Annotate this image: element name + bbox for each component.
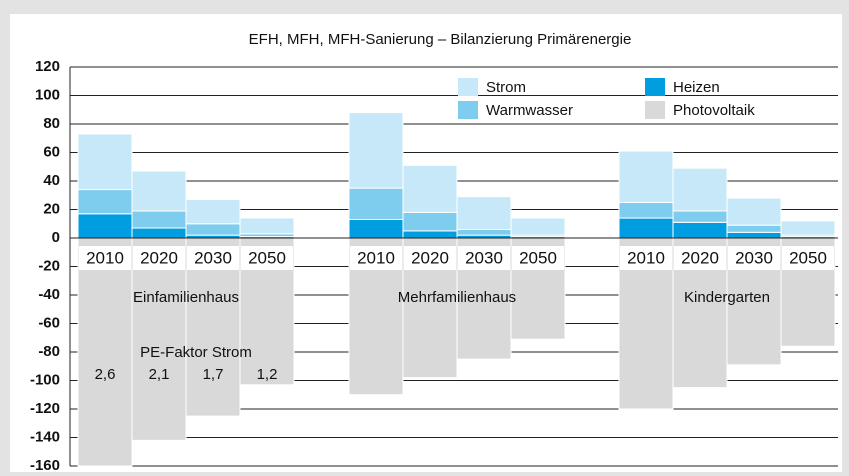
y-tick-label: 20 xyxy=(43,200,60,217)
x-label-bg xyxy=(674,246,726,270)
x-tick-label: 2050 xyxy=(789,248,827,267)
bar-segment xyxy=(456,196,512,230)
x-label-bg xyxy=(620,246,672,270)
bar-segment xyxy=(348,112,404,189)
bar-segment xyxy=(77,213,133,239)
bar-segment xyxy=(618,201,674,219)
x-label-bg xyxy=(133,246,185,270)
group-label: Einfamilienhaus xyxy=(133,289,239,306)
annotation: 1,2 xyxy=(257,366,278,383)
y-tick-label: -20 xyxy=(38,257,60,274)
bar-segment xyxy=(185,223,241,236)
y-tick-label: -40 xyxy=(38,286,60,303)
bar-segment xyxy=(510,217,566,236)
bar-segment xyxy=(672,167,728,212)
y-tick-label: -160 xyxy=(30,457,60,474)
x-tick-label: 2030 xyxy=(465,248,503,267)
x-label-bg xyxy=(404,246,456,270)
bar-segment xyxy=(131,227,187,239)
bar-segment xyxy=(77,237,133,467)
legend-swatch xyxy=(458,101,478,119)
bar-segment xyxy=(348,218,404,239)
x-label-bg xyxy=(241,246,293,270)
annotation: 2,1 xyxy=(149,366,170,383)
x-label-bg xyxy=(79,246,131,270)
x-tick-label: 2010 xyxy=(357,248,395,267)
y-tick-label: 60 xyxy=(43,143,60,160)
bar-segment xyxy=(780,220,836,236)
y-tick-label: 40 xyxy=(43,172,60,189)
bar-segment xyxy=(672,221,728,239)
x-tick-label: 2030 xyxy=(194,248,232,267)
legend-label: Warmwasser xyxy=(486,102,573,119)
bar-segment xyxy=(185,199,241,225)
group-label: Kindergarten xyxy=(684,289,770,306)
legend-label: Heizen xyxy=(673,79,720,96)
bar-segment xyxy=(618,217,674,239)
x-label-bg xyxy=(512,246,564,270)
legend-label: Photovoltaik xyxy=(673,102,755,119)
legend-swatch xyxy=(645,101,665,119)
x-label-bg xyxy=(187,246,239,270)
bar-segment xyxy=(131,210,187,229)
chart-title: EFH, MFH, MFH-Sanierung – Bilanzierung P… xyxy=(249,31,632,48)
x-tick-label: 2020 xyxy=(411,248,449,267)
x-label-bg xyxy=(458,246,510,270)
bar-segment xyxy=(348,187,404,220)
y-tick-label: -100 xyxy=(30,371,60,388)
legend-swatch xyxy=(645,78,665,96)
y-tick-label: 0 xyxy=(52,229,60,246)
annotation: 2,6 xyxy=(95,366,116,383)
x-tick-label: 2010 xyxy=(627,248,665,267)
bar-segment xyxy=(131,170,187,212)
x-tick-label: 2010 xyxy=(86,248,124,267)
x-tick-label: 2030 xyxy=(735,248,773,267)
y-tick-label: -140 xyxy=(30,428,60,445)
bar-segment xyxy=(239,217,295,235)
bar-segment xyxy=(726,224,782,233)
x-tick-label: 2050 xyxy=(519,248,557,267)
x-tick-label: 2020 xyxy=(681,248,719,267)
x-label-bg xyxy=(350,246,402,270)
bar-segment xyxy=(672,210,728,223)
x-label-bg xyxy=(782,246,834,270)
bar-segment xyxy=(402,164,458,213)
bar-segment xyxy=(402,211,458,232)
x-label-bg xyxy=(728,246,780,270)
x-tick-label: 2020 xyxy=(140,248,178,267)
bar-segment xyxy=(726,231,782,239)
bar-segment xyxy=(402,230,458,239)
group-label: Mehrfamilienhaus xyxy=(398,289,516,306)
y-tick-label: -60 xyxy=(38,314,60,331)
bar-segment xyxy=(77,133,133,191)
bar-segment xyxy=(726,197,782,226)
annotation: PE-Faktor Strom xyxy=(140,344,252,361)
x-tick-label: 2050 xyxy=(248,248,286,267)
annotation: 1,7 xyxy=(203,366,224,383)
bar-segment xyxy=(456,228,512,236)
y-tick-label: -120 xyxy=(30,400,60,417)
y-tick-label: 80 xyxy=(43,115,60,132)
legend-label: Strom xyxy=(486,79,526,96)
legend-swatch xyxy=(458,78,478,96)
bar-segment xyxy=(618,150,674,203)
y-tick-label: 120 xyxy=(35,58,60,75)
y-tick-label: -80 xyxy=(38,343,60,360)
y-tick-label: 100 xyxy=(35,86,60,103)
bar-segment xyxy=(77,189,133,215)
